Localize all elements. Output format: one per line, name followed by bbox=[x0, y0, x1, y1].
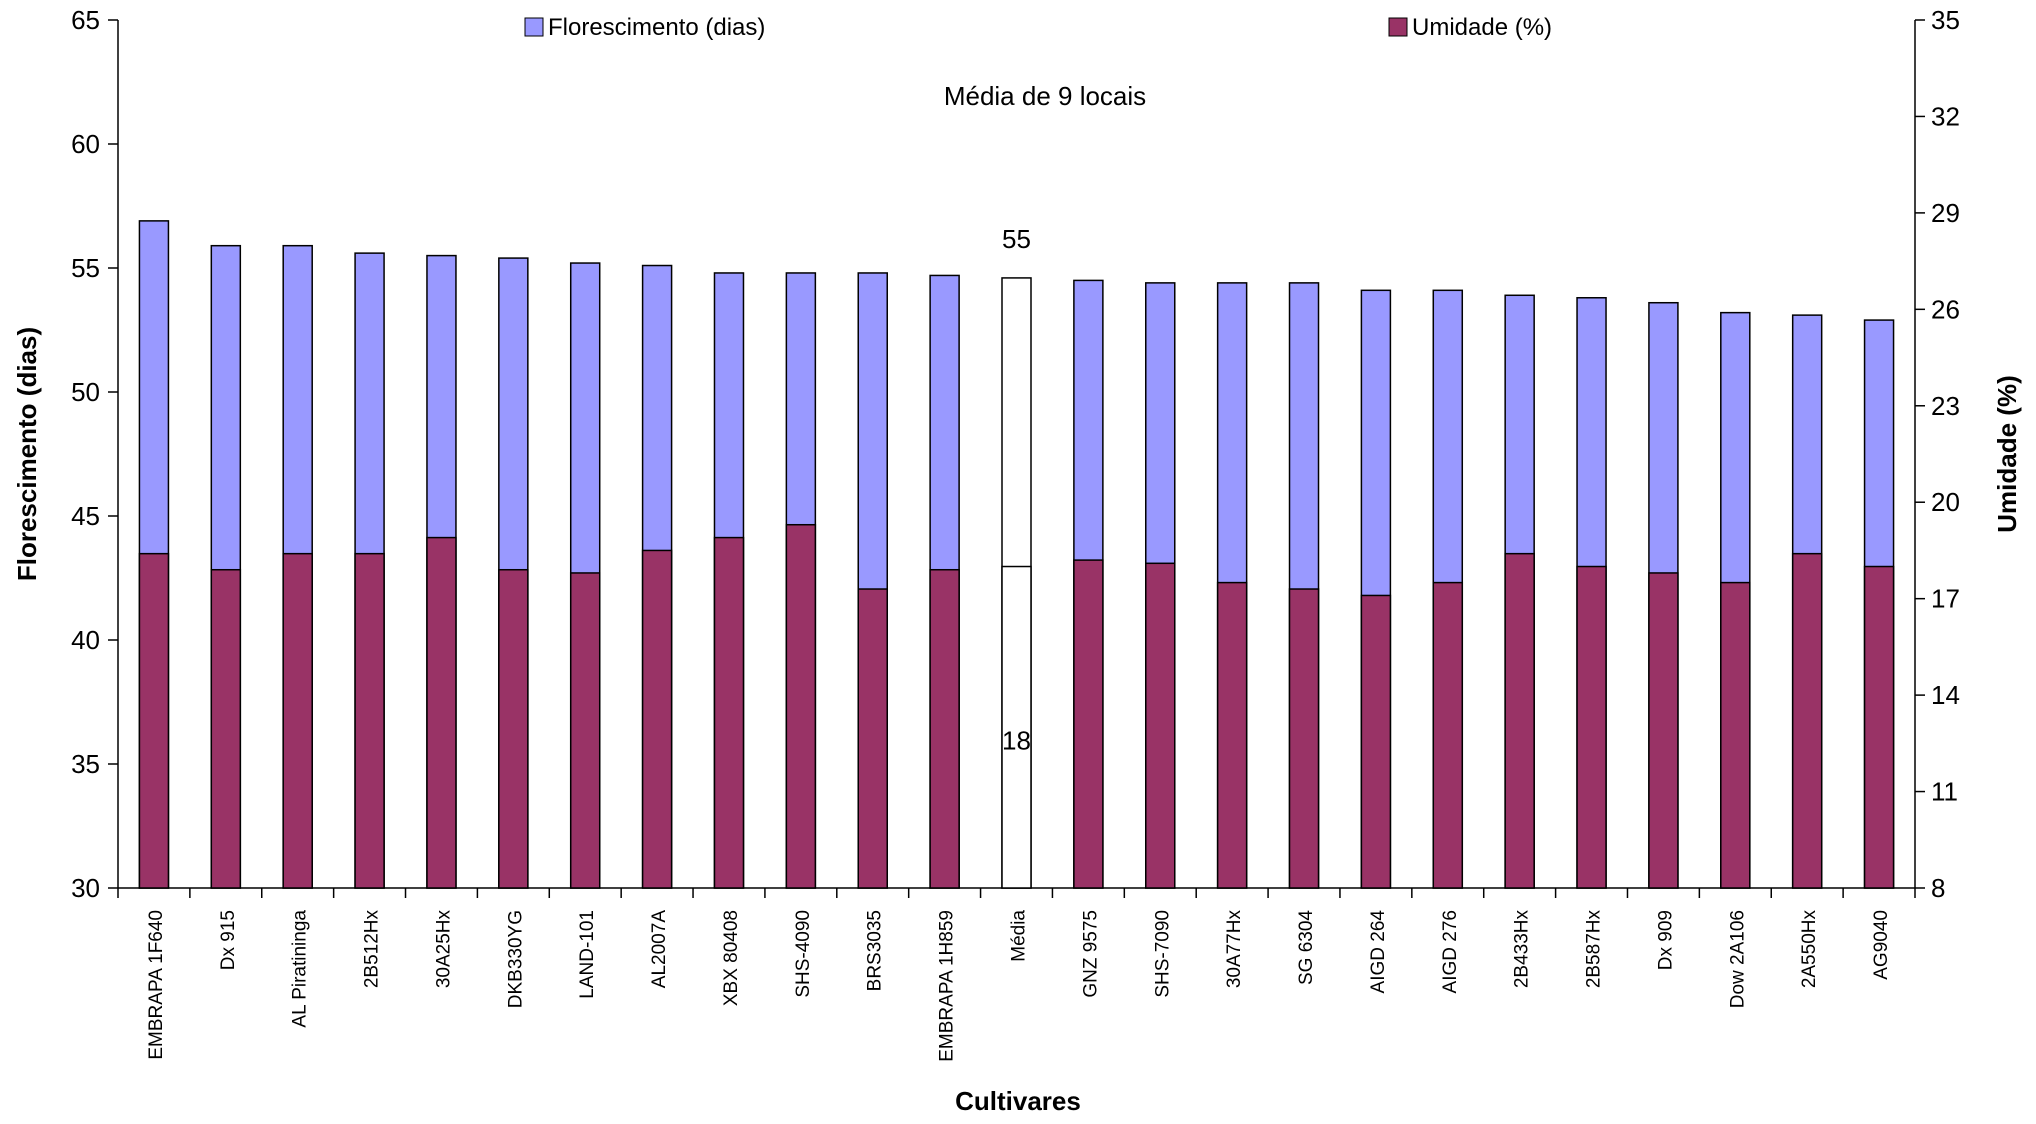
x-tick-label: BRS3035 bbox=[865, 910, 886, 991]
chart-subtitle: Média de 9 locais bbox=[944, 81, 1146, 111]
left-tick-label: 30 bbox=[71, 873, 100, 903]
y-axis-title-left: Florescimento (dias) bbox=[12, 327, 42, 581]
x-tick-label: AIGD 276 bbox=[1440, 910, 1461, 993]
x-tick-label: AG9040 bbox=[1871, 910, 1892, 980]
bar-umidade bbox=[1648, 572, 1679, 889]
x-tick-label: LAND-101 bbox=[577, 910, 598, 999]
left-tick-label: 50 bbox=[71, 377, 100, 407]
x-tick-label: Dx 915 bbox=[218, 910, 239, 970]
x-tick-label: 2A550Hx bbox=[1799, 910, 1820, 989]
x-tick-label: AL Piratininga bbox=[290, 910, 311, 1028]
bar-umidade bbox=[1432, 581, 1464, 889]
legend-swatch-umidade bbox=[1388, 17, 1408, 37]
x-tick-label: EMBRAPA 1H859 bbox=[937, 910, 958, 1062]
x-tick-label: SHS-4090 bbox=[793, 910, 814, 998]
x-tick-label: AIGD 264 bbox=[1368, 910, 1389, 994]
bar-umidade bbox=[498, 568, 529, 889]
bar-umidade bbox=[1216, 581, 1248, 889]
right-tick-label: 17 bbox=[1931, 584, 1960, 614]
bar-umidade bbox=[929, 568, 960, 889]
bar-umidade bbox=[785, 523, 817, 889]
bar-umidade bbox=[641, 549, 673, 889]
legend-label-florescimento: Florescimento (dias) bbox=[548, 14, 765, 41]
bar-umidade bbox=[354, 552, 385, 889]
bar-umidade bbox=[1863, 565, 1895, 889]
x-tick-label: Média bbox=[1009, 910, 1030, 962]
x-tick-label: 2B587Hx bbox=[1584, 910, 1605, 989]
right-tick-label: 26 bbox=[1931, 294, 1960, 324]
x-tick-label: 2B512Hx bbox=[362, 910, 383, 989]
data-label-florescimento: 55 bbox=[1002, 224, 1031, 254]
x-tick-label: Dow 2A106 bbox=[1727, 910, 1748, 1008]
bar-umidade bbox=[138, 552, 170, 889]
bar-umidade bbox=[569, 572, 601, 889]
right-tick-label: 23 bbox=[1931, 391, 1960, 421]
bar-umidade bbox=[857, 588, 888, 889]
right-tick-label: 14 bbox=[1931, 680, 1960, 710]
x-tick-label: SHS-7090 bbox=[1152, 910, 1173, 998]
left-tick-label: 55 bbox=[71, 253, 100, 283]
left-tick-label: 40 bbox=[71, 625, 100, 655]
legend-label-umidade: Umidade (%) bbox=[1412, 14, 1552, 41]
left-tick-label: 65 bbox=[71, 5, 100, 35]
x-tick-label: DKB330YG bbox=[505, 910, 526, 1008]
right-tick-label: 29 bbox=[1931, 198, 1960, 228]
bar-umidade bbox=[210, 568, 242, 889]
bar-umidade bbox=[282, 552, 313, 889]
bar-umidade bbox=[1073, 559, 1104, 889]
x-tick-label: 2B433Hx bbox=[1512, 910, 1533, 989]
x-axis-title: Cultivares bbox=[955, 1086, 1081, 1116]
bar-umidade bbox=[1360, 594, 1392, 889]
bar-umidade bbox=[1001, 565, 1032, 889]
right-tick-label: 8 bbox=[1931, 873, 1945, 903]
bar-umidade bbox=[1791, 552, 1823, 889]
x-tick-label: AL2007A bbox=[649, 910, 670, 989]
x-tick-label: GNZ 9575 bbox=[1080, 910, 1101, 998]
left-tick-label: 35 bbox=[71, 749, 100, 779]
x-tick-label: Dx 909 bbox=[1655, 910, 1676, 970]
bar-umidade bbox=[1720, 581, 1751, 889]
y-axis-title-right: Umidade (%) bbox=[1992, 375, 2022, 532]
bar-umidade bbox=[713, 536, 745, 889]
right-tick-label: 35 bbox=[1931, 5, 1960, 35]
legend-swatch-florescimento bbox=[524, 17, 544, 37]
right-tick-label: 11 bbox=[1931, 777, 1958, 807]
bar-umidade bbox=[1576, 565, 1607, 889]
left-tick-label: 45 bbox=[71, 501, 100, 531]
bar-umidade bbox=[1504, 552, 1535, 889]
left-tick-label: 60 bbox=[71, 129, 100, 159]
bar-umidade bbox=[426, 536, 457, 889]
x-tick-label: EMBRAPA 1F640 bbox=[146, 910, 167, 1060]
x-tick-label: 30A25Hx bbox=[433, 910, 454, 989]
x-tick-label: 30A77Hx bbox=[1224, 910, 1245, 989]
bar-umidade bbox=[1288, 588, 1320, 889]
right-tick-label: 20 bbox=[1931, 487, 1960, 517]
data-label-umidade: 18 bbox=[1002, 725, 1031, 755]
bar-umidade bbox=[1145, 562, 1176, 889]
x-tick-label: XBX 80408 bbox=[721, 910, 742, 1006]
right-tick-label: 32 bbox=[1931, 101, 1960, 131]
x-tick-label: SG 6304 bbox=[1296, 910, 1317, 985]
